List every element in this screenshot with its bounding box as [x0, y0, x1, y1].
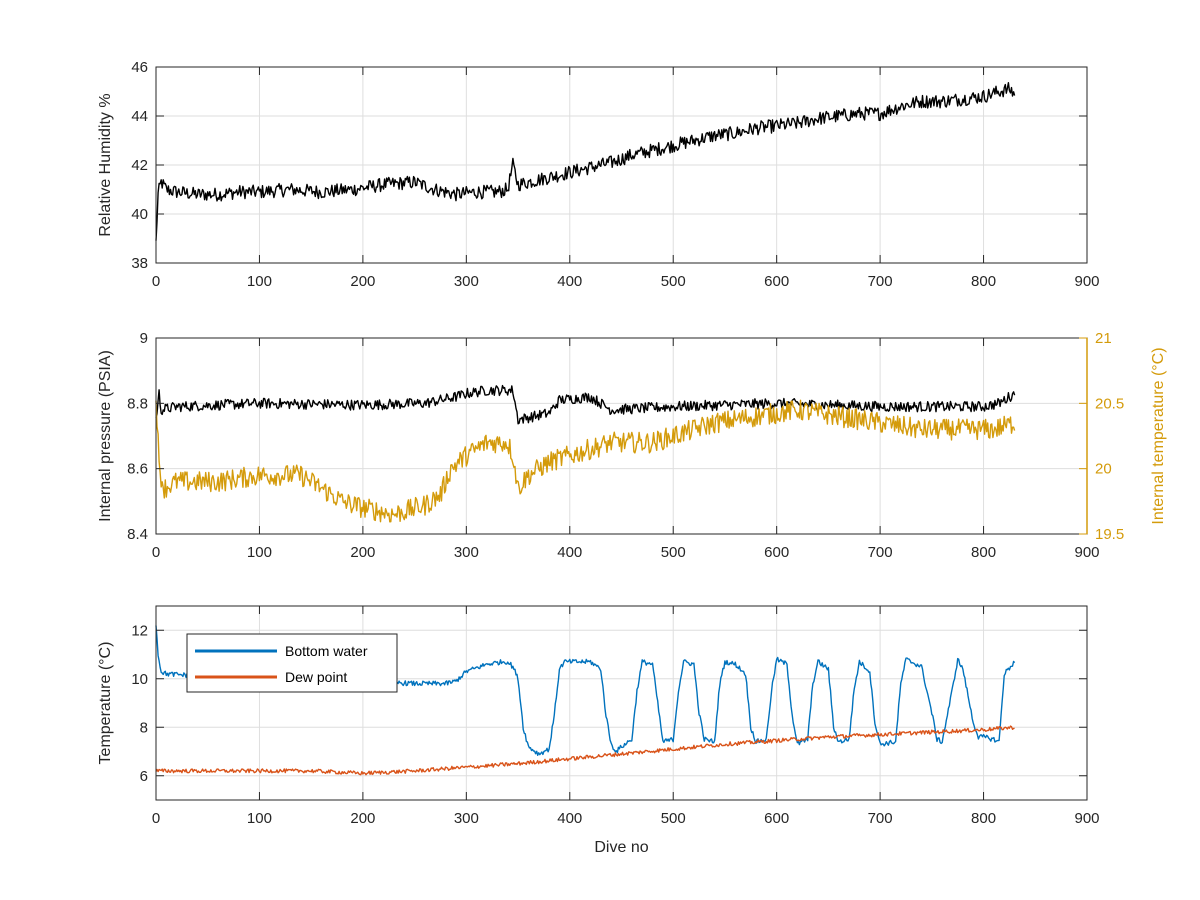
x-tick-label: 300	[454, 544, 479, 561]
x-tick-label: 800	[971, 544, 996, 561]
dive-number-x-axis-label: Dive no	[594, 839, 648, 856]
legend-label-dew-point: Dew point	[285, 669, 347, 685]
x-tick-label: 800	[971, 273, 996, 290]
x-tick-label: 700	[868, 544, 893, 561]
x-tick-label: 600	[764, 273, 789, 290]
x-tick-label: 100	[247, 273, 272, 290]
y-tick-label: 38	[131, 255, 148, 272]
temperature-grid	[155, 606, 1088, 800]
pressure-temperature-panel: 0 100 200 300 400 500 600 700 800 900 8.4 8.6 8.8 9 19…	[97, 330, 1167, 561]
pressure-ticks: 0 100 200 300 400 500 600 700 800 900 8.4 8.6 8.8 9 19…	[127, 330, 1124, 561]
x-tick-label: 500	[661, 544, 686, 561]
y-tick-label: 8.8	[127, 395, 148, 412]
series-0-line	[155, 384, 1016, 425]
series-0-line	[155, 81, 1016, 241]
x-tick-label: 0	[152, 810, 160, 827]
internal-temperature-y-axis-label: Internal temperature (°C)	[1150, 347, 1167, 524]
x-tick-label: 300	[454, 810, 479, 827]
y2-tick-label: 21	[1095, 330, 1112, 347]
y-tick-label: 9	[140, 330, 148, 347]
humidity-plot-area	[155, 81, 1016, 241]
x-tick-label: 200	[350, 810, 375, 827]
x-tick-label: 400	[557, 273, 582, 290]
y-tick-label: 44	[131, 108, 148, 125]
y-tick-label: 12	[131, 622, 148, 639]
y2-tick-label: 20.5	[1095, 395, 1124, 412]
y-tick-label: 8.6	[127, 461, 148, 478]
x-tick-label: 700	[868, 810, 893, 827]
x-tick-label: 100	[247, 544, 272, 561]
x-tick-label: 500	[661, 273, 686, 290]
y-tick-label: 42	[131, 157, 148, 174]
x-tick-label: 400	[557, 810, 582, 827]
x-tick-label: 900	[1074, 810, 1099, 827]
temperature-legend: Bottom water Dew point	[186, 633, 398, 693]
pressure-y-axis-label: Internal pressure (PSIA)	[97, 350, 114, 522]
pressure-plot-area	[155, 384, 1016, 523]
x-tick-label: 200	[350, 544, 375, 561]
y-tick-label: 10	[131, 671, 148, 688]
series-1-line	[155, 399, 1016, 523]
x-tick-label: 900	[1074, 273, 1099, 290]
x-tick-label: 200	[350, 273, 375, 290]
x-tick-label: 400	[557, 544, 582, 561]
y2-tick-label: 20	[1095, 461, 1112, 478]
humidity-ticks: 0 100 200 300 400 500 600 700 800 900 38 40 42 44 46	[131, 59, 1099, 290]
x-tick-label: 0	[152, 544, 160, 561]
y2-tick-label: 19.5	[1095, 526, 1124, 543]
dew-point-line	[155, 725, 1015, 776]
y-tick-label: 8	[140, 719, 148, 736]
x-tick-label: 700	[868, 273, 893, 290]
x-tick-label: 500	[661, 810, 686, 827]
x-tick-label: 0	[152, 273, 160, 290]
temperature-ticks: 0 100 200 300 400 500 600 700 800 900 6 8 10 12	[131, 606, 1100, 827]
x-tick-label: 100	[247, 810, 272, 827]
legend-label-bottom-water: Bottom water	[285, 643, 368, 659]
x-tick-label: 600	[764, 544, 789, 561]
y-tick-label: 8.4	[127, 526, 148, 543]
legend-box	[186, 633, 398, 693]
temperature-axes-box	[155, 605, 1088, 801]
temperature-panel: 0 100 200 300 400 500 600 700 800 900 6 8 10 12 Tempe…	[97, 605, 1100, 856]
x-tick-label: 800	[971, 810, 996, 827]
y-tick-label: 6	[140, 768, 148, 785]
y-tick-label: 40	[131, 206, 148, 223]
temperature-y-axis-label: Temperature (°C)	[97, 642, 114, 765]
x-tick-label: 300	[454, 273, 479, 290]
humidity-panel: 0 100 200 300 400 500 600 700 800 900 38 40 42 44 46 R…	[97, 59, 1100, 290]
y-tick-label: 46	[131, 59, 148, 76]
x-tick-label: 900	[1074, 544, 1099, 561]
x-tick-label: 600	[764, 810, 789, 827]
humidity-y-axis-label: Relative Humidity %	[97, 93, 114, 236]
